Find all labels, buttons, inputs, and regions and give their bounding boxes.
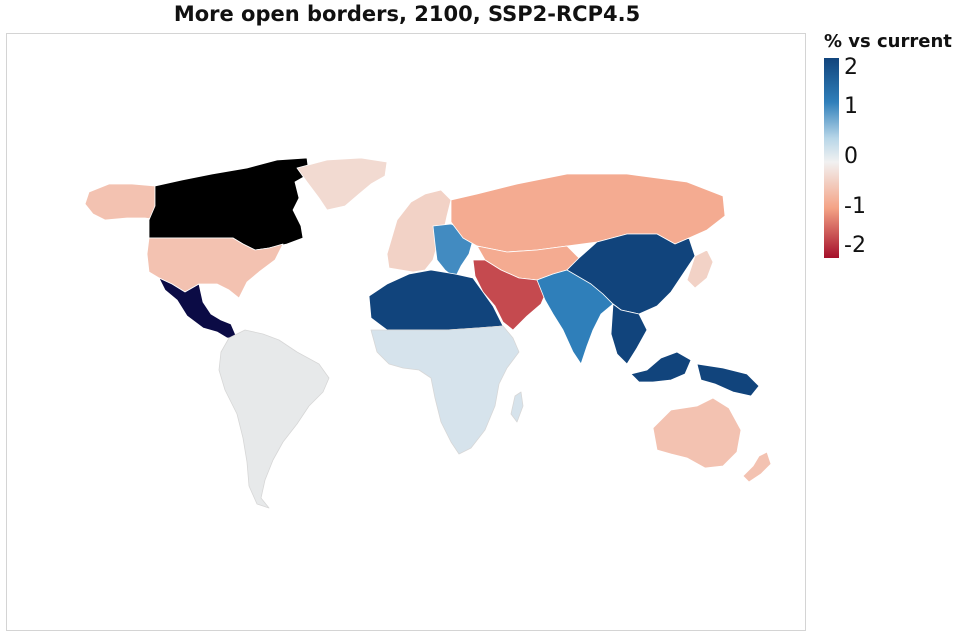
world-map[interactable] <box>7 34 807 632</box>
region-china[interactable] <box>566 233 696 315</box>
legend-tick: 0 <box>844 144 858 169</box>
region-sub-saharan-africa[interactable] <box>370 325 520 455</box>
region-greenland[interactable] <box>296 157 388 211</box>
legend-color-bar <box>824 58 839 258</box>
region-mexico-central-america[interactable] <box>158 277 238 339</box>
map-panel[interactable] <box>6 33 806 631</box>
region-new-zealand[interactable] <box>742 451 772 483</box>
legend-tick: -2 <box>844 233 866 258</box>
region-japan[interactable] <box>686 249 714 289</box>
region-alaska[interactable] <box>84 183 160 221</box>
legend-title: % vs current <box>824 31 952 52</box>
region-canada[interactable] <box>148 157 310 251</box>
legend: % vs current 2 1 0 -1 -2 <box>824 31 962 271</box>
region-australia[interactable] <box>652 397 742 469</box>
region-madagascar[interactable] <box>510 391 524 423</box>
legend-tick: 1 <box>844 94 858 119</box>
region-southeast-asia[interactable] <box>610 303 760 397</box>
map-title: More open borders, 2100, SSP2-RCP4.5 <box>173 2 641 26</box>
region-south-america[interactable] <box>218 329 330 509</box>
legend-tick: -1 <box>844 194 866 219</box>
legend-tick: 2 <box>844 55 858 80</box>
